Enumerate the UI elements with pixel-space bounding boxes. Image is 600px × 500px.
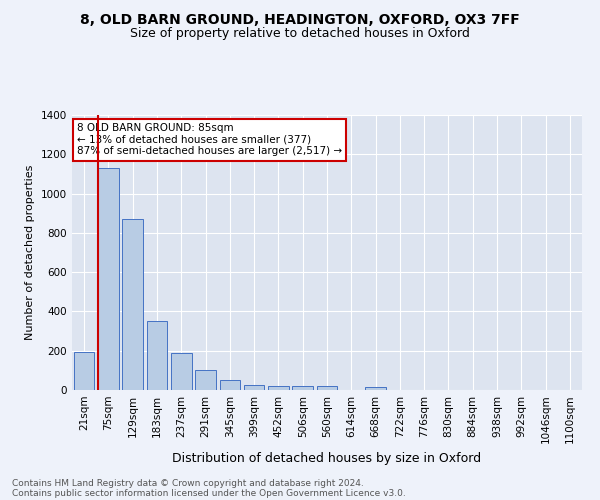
Bar (317, 386, 337, 390)
Bar (220, 380, 240, 390)
Bar (292, 386, 313, 390)
Bar (365, 387, 386, 390)
Bar (268, 386, 289, 390)
Bar (171, 352, 191, 390)
Bar (98, 168, 119, 390)
Y-axis label: Number of detached properties: Number of detached properties (25, 165, 35, 340)
Bar (74, 352, 94, 390)
Text: 8 OLD BARN GROUND: 85sqm
← 13% of detached houses are smaller (377)
87% of semi-: 8 OLD BARN GROUND: 85sqm ← 13% of detach… (77, 123, 342, 156)
Text: Contains HM Land Registry data © Crown copyright and database right 2024.: Contains HM Land Registry data © Crown c… (12, 478, 364, 488)
Bar (146, 322, 167, 390)
X-axis label: Distribution of detached houses by size in Oxford: Distribution of detached houses by size … (172, 452, 482, 465)
Text: Contains public sector information licensed under the Open Government Licence v3: Contains public sector information licen… (12, 488, 406, 498)
Bar (195, 370, 216, 390)
Text: Size of property relative to detached houses in Oxford: Size of property relative to detached ho… (130, 28, 470, 40)
Bar (122, 219, 143, 390)
Text: 8, OLD BARN GROUND, HEADINGTON, OXFORD, OX3 7FF: 8, OLD BARN GROUND, HEADINGTON, OXFORD, … (80, 12, 520, 26)
Bar (244, 385, 265, 390)
